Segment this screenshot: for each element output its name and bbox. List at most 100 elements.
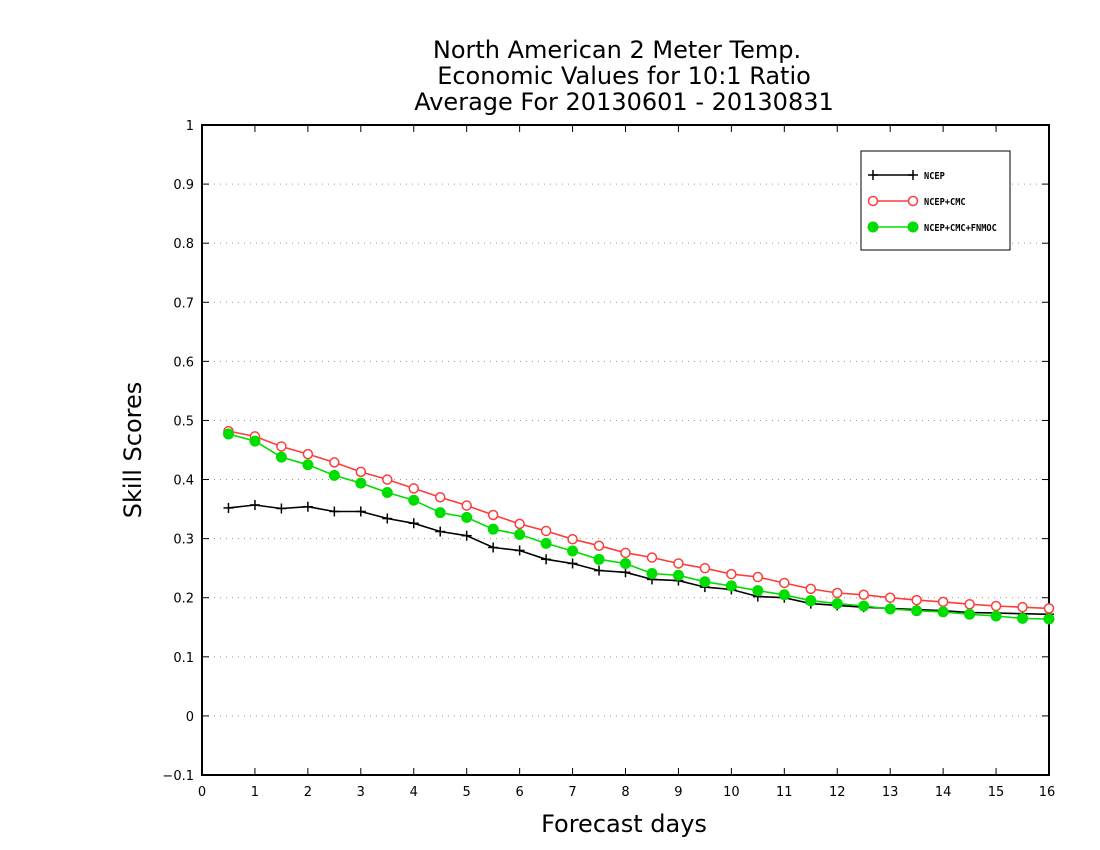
x-axis-label: Forecast days xyxy=(541,810,707,838)
x-tick-label: 1 xyxy=(251,785,259,800)
data-point-ncep-cmc-fnmoc xyxy=(752,585,764,597)
x-tick-label: 6 xyxy=(515,785,523,800)
y-axis-ticks: −0.1 0 0.1 0.2 0.3 0.4 0.5 0.6 0.7 0.8 0.9 1 xyxy=(162,119,1049,784)
data-point-ncep-cmc-fnmoc xyxy=(593,553,605,565)
data-point-ncep-cmc xyxy=(779,577,790,589)
data-point-ncep-cmc xyxy=(593,540,605,551)
x-tick-label: 7 xyxy=(568,785,576,800)
data-point-ncep-cmc-fnmoc xyxy=(434,507,446,519)
x-tick-label: 16 xyxy=(1039,785,1056,800)
legend-item-ncep: NCEP xyxy=(868,170,945,182)
chart-title-line-2: Economic Values for 10:1 Ratio xyxy=(437,62,811,90)
data-point-ncep-cmc-fnmoc xyxy=(699,576,711,588)
data-point-ncep xyxy=(302,501,313,512)
data-point-ncep-cmc-fnmoc xyxy=(884,603,896,615)
data-point-ncep-cmc xyxy=(1043,603,1055,614)
chart-title-line-3: Average For 20130601 - 20130831 xyxy=(414,88,834,116)
data-point-ncep-cmc xyxy=(832,587,843,599)
data-point-ncep xyxy=(276,503,287,514)
data-point-ncep xyxy=(461,530,472,541)
y-tick-label: 0.3 xyxy=(173,533,194,548)
data-point-ncep xyxy=(567,558,578,569)
y-tick-label: 0.2 xyxy=(173,592,194,607)
legend-marker xyxy=(867,221,879,233)
data-point-ncep-cmc-fnmoc xyxy=(964,608,976,620)
data-point-ncep-cmc xyxy=(567,533,578,545)
x-tick-label: 3 xyxy=(357,785,365,800)
data-point-ncep-cmc xyxy=(408,483,419,494)
y-tick-label: 0.9 xyxy=(173,178,194,193)
data-point-ncep-cmc-fnmoc xyxy=(567,545,579,557)
x-tick-label: 11 xyxy=(776,785,793,800)
data-point-ncep-cmc xyxy=(884,592,896,603)
legend-item-ncep-cmc: NCEP+CMC xyxy=(867,195,966,208)
data-point-ncep-cmc xyxy=(276,441,287,452)
data-point-ncep-cmc-fnmoc xyxy=(487,523,499,535)
series-line-ncep-cmc xyxy=(228,430,1050,610)
data-point-ncep-cmc-fnmoc xyxy=(328,469,340,481)
chart-title: North American 2 Meter Temp. Economic Va… xyxy=(414,36,834,116)
data-point-ncep-cmc xyxy=(382,474,393,485)
y-tick-label: 0.8 xyxy=(173,237,194,252)
data-point-ncep-cmc-fnmoc xyxy=(620,557,631,569)
data-point-ncep-cmc xyxy=(329,457,340,468)
x-tick-label: 12 xyxy=(829,785,846,800)
data-point-ncep-cmc xyxy=(461,500,472,511)
data-point-ncep-cmc xyxy=(355,466,367,478)
data-point-ncep-cmc xyxy=(487,509,499,521)
data-point-ncep-cmc xyxy=(514,518,525,530)
series-ncep-cmc xyxy=(223,425,1055,614)
data-point-ncep xyxy=(249,499,260,510)
legend-marker xyxy=(907,221,919,233)
data-point-ncep-cmc-fnmoc xyxy=(937,606,949,618)
x-tick-label: 4 xyxy=(410,785,418,800)
data-point-ncep xyxy=(329,506,340,517)
data-point-ncep-cmc-fnmoc xyxy=(646,568,658,579)
data-point-ncep-cmc-fnmoc xyxy=(381,487,393,499)
data-point-ncep xyxy=(355,506,366,517)
data-point-ncep-cmc-fnmoc xyxy=(778,589,790,601)
data-point-ncep xyxy=(435,526,446,537)
data-point-ncep-cmc xyxy=(434,492,446,503)
data-point-ncep-cmc-fnmoc xyxy=(831,598,843,610)
series-line-ncep xyxy=(228,504,1050,616)
data-point-ncep-cmc xyxy=(1017,601,1028,613)
chart-title-line-1: North American 2 Meter Temp. xyxy=(433,36,801,64)
data-point-ncep xyxy=(408,518,419,529)
x-tick-label: 0 xyxy=(198,785,206,800)
series-line-ncep-cmc-fnmoc xyxy=(228,433,1050,620)
x-tick-label: 15 xyxy=(988,785,1005,800)
y-tick-label: 1 xyxy=(186,119,194,134)
legend-marker xyxy=(868,170,878,180)
data-point-ncep-cmc xyxy=(726,568,737,580)
data-point-ncep-cmc-fnmoc xyxy=(275,451,287,463)
data-point-ncep-cmc-fnmoc xyxy=(222,428,234,440)
data-point-ncep-cmc-fnmoc xyxy=(540,537,552,549)
y-tick-label: 0.1 xyxy=(173,651,194,666)
y-tick-label: −0.1 xyxy=(162,769,194,784)
x-tick-label: 2 xyxy=(304,785,312,800)
data-point-ncep-cmc-fnmoc xyxy=(461,511,473,523)
y-tick-label: 0.5 xyxy=(173,414,194,429)
data-point-ncep-cmc xyxy=(858,589,869,601)
data-point-ncep-cmc-fnmoc xyxy=(858,600,870,612)
x-tick-label: 10 xyxy=(723,785,740,800)
x-tick-label: 13 xyxy=(882,785,899,800)
legend-marker xyxy=(867,195,879,207)
y-tick-label: 0.6 xyxy=(173,355,194,370)
legend: NCEP NCEP+CMC NCEP+CMC+FNMOC xyxy=(860,150,1011,251)
data-point-ncep-cmc-fnmoc xyxy=(805,595,817,607)
data-point-ncep-cmc xyxy=(752,571,764,583)
y-tick-label: 0.7 xyxy=(173,296,194,311)
data-point-ncep-cmc-fnmoc xyxy=(1017,612,1029,624)
x-axis-ticks: 0 1 2 3 4 5 6 7 8 9 10 11 12 13 14 15 16 xyxy=(198,125,1055,800)
x-tick-label: 5 xyxy=(463,785,471,800)
x-tick-label: 9 xyxy=(674,785,682,800)
data-point-ncep-cmc xyxy=(911,594,922,606)
data-point-ncep-cmc-fnmoc xyxy=(514,529,526,540)
plot-area-frame xyxy=(201,124,1050,776)
data-point-ncep-cmc-fnmoc xyxy=(672,569,684,581)
y-axis-label: Skill Scores xyxy=(119,382,147,519)
legend-marker xyxy=(907,195,919,207)
